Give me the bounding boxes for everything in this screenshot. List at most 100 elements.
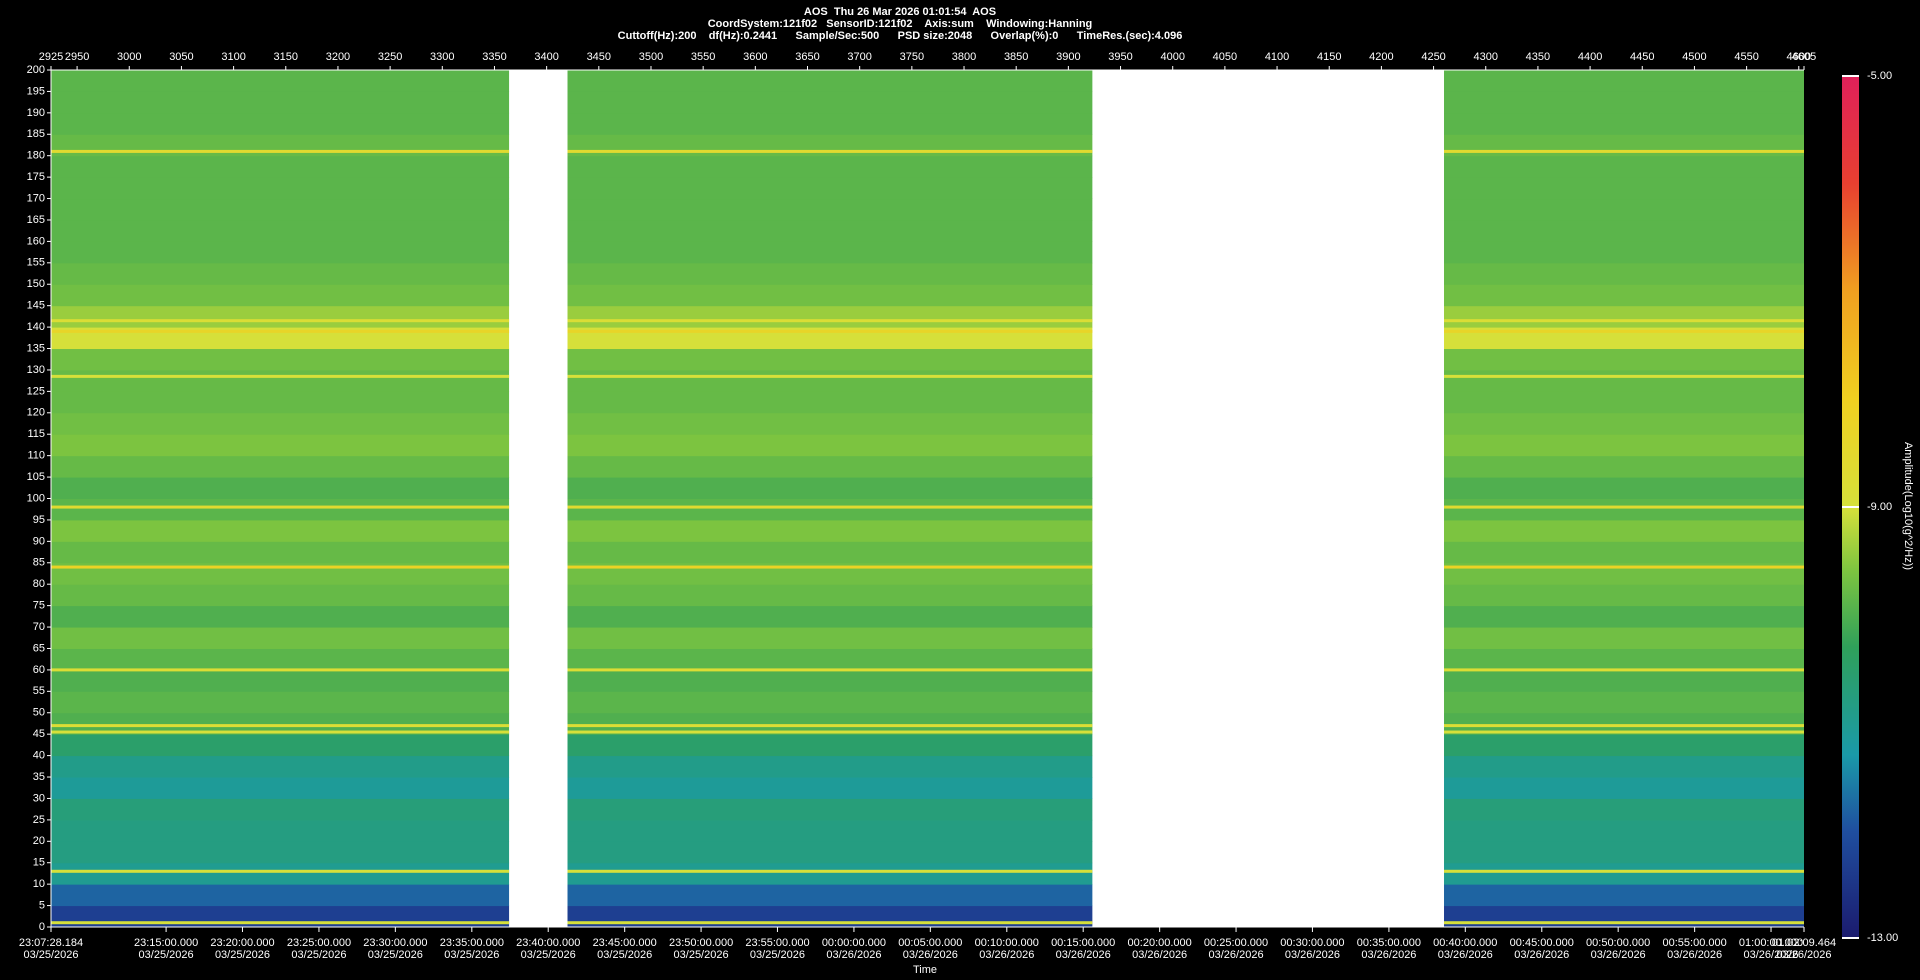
band-cell xyxy=(567,498,1093,521)
spectral-line xyxy=(51,668,510,672)
band-cell xyxy=(1444,862,1804,885)
y-tick-label: 155 xyxy=(27,257,45,269)
y-tick-label: 150 xyxy=(27,278,45,290)
spectral-line xyxy=(567,374,1093,378)
band-cell xyxy=(1444,627,1804,649)
bottom-tick-label: 00:25:00.000 xyxy=(1204,937,1268,949)
band-cell xyxy=(1444,412,1804,435)
spectral-line xyxy=(51,921,510,925)
band-cell xyxy=(567,605,1093,628)
band-cell xyxy=(567,627,1093,649)
spectral-line xyxy=(51,329,510,333)
band-cell xyxy=(51,155,510,178)
y-tick-label: 20 xyxy=(33,835,45,847)
band-cell xyxy=(51,819,510,842)
y-tick-label: 140 xyxy=(27,321,45,333)
y-tick-label: 55 xyxy=(33,685,45,697)
top-tick-label: 3300 xyxy=(430,51,454,63)
y-tick-label: 70 xyxy=(33,621,45,633)
y-tick-label: 165 xyxy=(27,214,45,226)
band-cell xyxy=(51,284,510,307)
spectral-line xyxy=(567,505,1093,509)
band-cell xyxy=(567,691,1093,714)
band-cell xyxy=(567,369,1093,392)
spectral-line xyxy=(567,149,1093,153)
bottom-tick-label: 00:35:00.000 xyxy=(1357,937,1421,949)
band-cell xyxy=(51,91,510,114)
band-cell xyxy=(567,284,1093,307)
colorbar-tick-label: -5.00 xyxy=(1867,70,1892,82)
bottom-tick-date: 03/25/2026 xyxy=(444,949,499,961)
bottom-tick-label: 00:40:00.000 xyxy=(1433,937,1497,949)
band-cell xyxy=(1444,434,1804,457)
spectral-line xyxy=(51,505,510,509)
band-cell xyxy=(51,605,510,628)
bottom-tick-date: 03/26/2026 xyxy=(1743,949,1798,961)
spectral-line xyxy=(1444,565,1804,569)
band-cell xyxy=(1444,305,1804,328)
band-cell xyxy=(1444,391,1804,414)
top-tick-label: 3700 xyxy=(847,51,871,63)
top-tick-label: 4000 xyxy=(1160,51,1184,63)
band-cell xyxy=(51,755,510,778)
band-cell xyxy=(51,70,510,92)
band-cell xyxy=(567,112,1093,135)
top-tick-label: 3200 xyxy=(326,51,350,63)
y-tick-label: 100 xyxy=(27,492,45,504)
top-tick-label: 3500 xyxy=(639,51,663,63)
band-cell xyxy=(567,177,1093,200)
bottom-tick-label: 00:00:00.000 xyxy=(822,937,886,949)
bottom-tick-label: 23:30:00.000 xyxy=(363,937,427,949)
bottom-tick-date: 03/26/2026 xyxy=(826,949,881,961)
bottom-tick-date: 03/26/2026 xyxy=(1514,949,1569,961)
bottom-tick-label: 23:20:00.000 xyxy=(210,937,274,949)
band-cell xyxy=(51,798,510,821)
y-tick-label: 110 xyxy=(27,450,45,462)
spectral-line xyxy=(51,730,510,734)
spectral-line xyxy=(567,668,1093,672)
band-cell xyxy=(1444,70,1804,92)
y-tick-label: 120 xyxy=(27,407,45,419)
top-tick-label: 4450 xyxy=(1630,51,1654,63)
top-tick-label: 3850 xyxy=(1004,51,1028,63)
bottom-tick-date: 03/25/2026 xyxy=(139,949,194,961)
top-tick-label: 3100 xyxy=(221,51,245,63)
y-tick-label: 75 xyxy=(33,600,45,612)
top-tick-label: 4600 xyxy=(1787,51,1811,63)
bottom-tick-label: 23:15:00.000 xyxy=(134,937,198,949)
band-cell xyxy=(51,305,510,328)
band-cell xyxy=(567,155,1093,178)
colorbar-label: Amplitude(Log10(g^2/Hz)) xyxy=(1902,442,1914,570)
y-tick-label: 115 xyxy=(27,428,45,440)
bottom-tick-label: 00:20:00.000 xyxy=(1128,937,1192,949)
y-tick-label: 160 xyxy=(27,235,45,247)
top-tick-label: 3150 xyxy=(274,51,298,63)
band-cell xyxy=(51,198,510,221)
band-cell xyxy=(1444,198,1804,221)
band-cell xyxy=(567,219,1093,242)
band-cell xyxy=(1444,884,1804,907)
spectral-line xyxy=(567,869,1093,873)
y-tick-label: 130 xyxy=(27,364,45,376)
top-tick-label: 4250 xyxy=(1421,51,1445,63)
spectral-line xyxy=(1444,724,1804,728)
top-tick-label: 3550 xyxy=(691,51,715,63)
top-tick-label: 3800 xyxy=(952,51,976,63)
y-tick-label: 135 xyxy=(27,342,45,354)
bottom-tick-date: 03/25/2026 xyxy=(291,949,346,961)
band-cell xyxy=(567,669,1093,692)
band-cell xyxy=(1444,241,1804,264)
spectral-line xyxy=(1444,329,1804,333)
y-tick-label: 190 xyxy=(27,107,45,119)
bottom-tick-date: 03/26/2026 xyxy=(1667,949,1722,961)
top-tick-label: 4605 xyxy=(1792,51,1816,63)
bottom-tick-label: 23:55:00.000 xyxy=(745,937,809,949)
band-cell xyxy=(1444,498,1804,521)
top-tick-label: 3000 xyxy=(117,51,141,63)
band-cell xyxy=(1444,477,1804,499)
band-cell xyxy=(1444,348,1804,371)
bottom-tick-label: 23:40:00.000 xyxy=(516,937,580,949)
top-tick-label: 4300 xyxy=(1474,51,1498,63)
band-cell xyxy=(1444,584,1804,607)
